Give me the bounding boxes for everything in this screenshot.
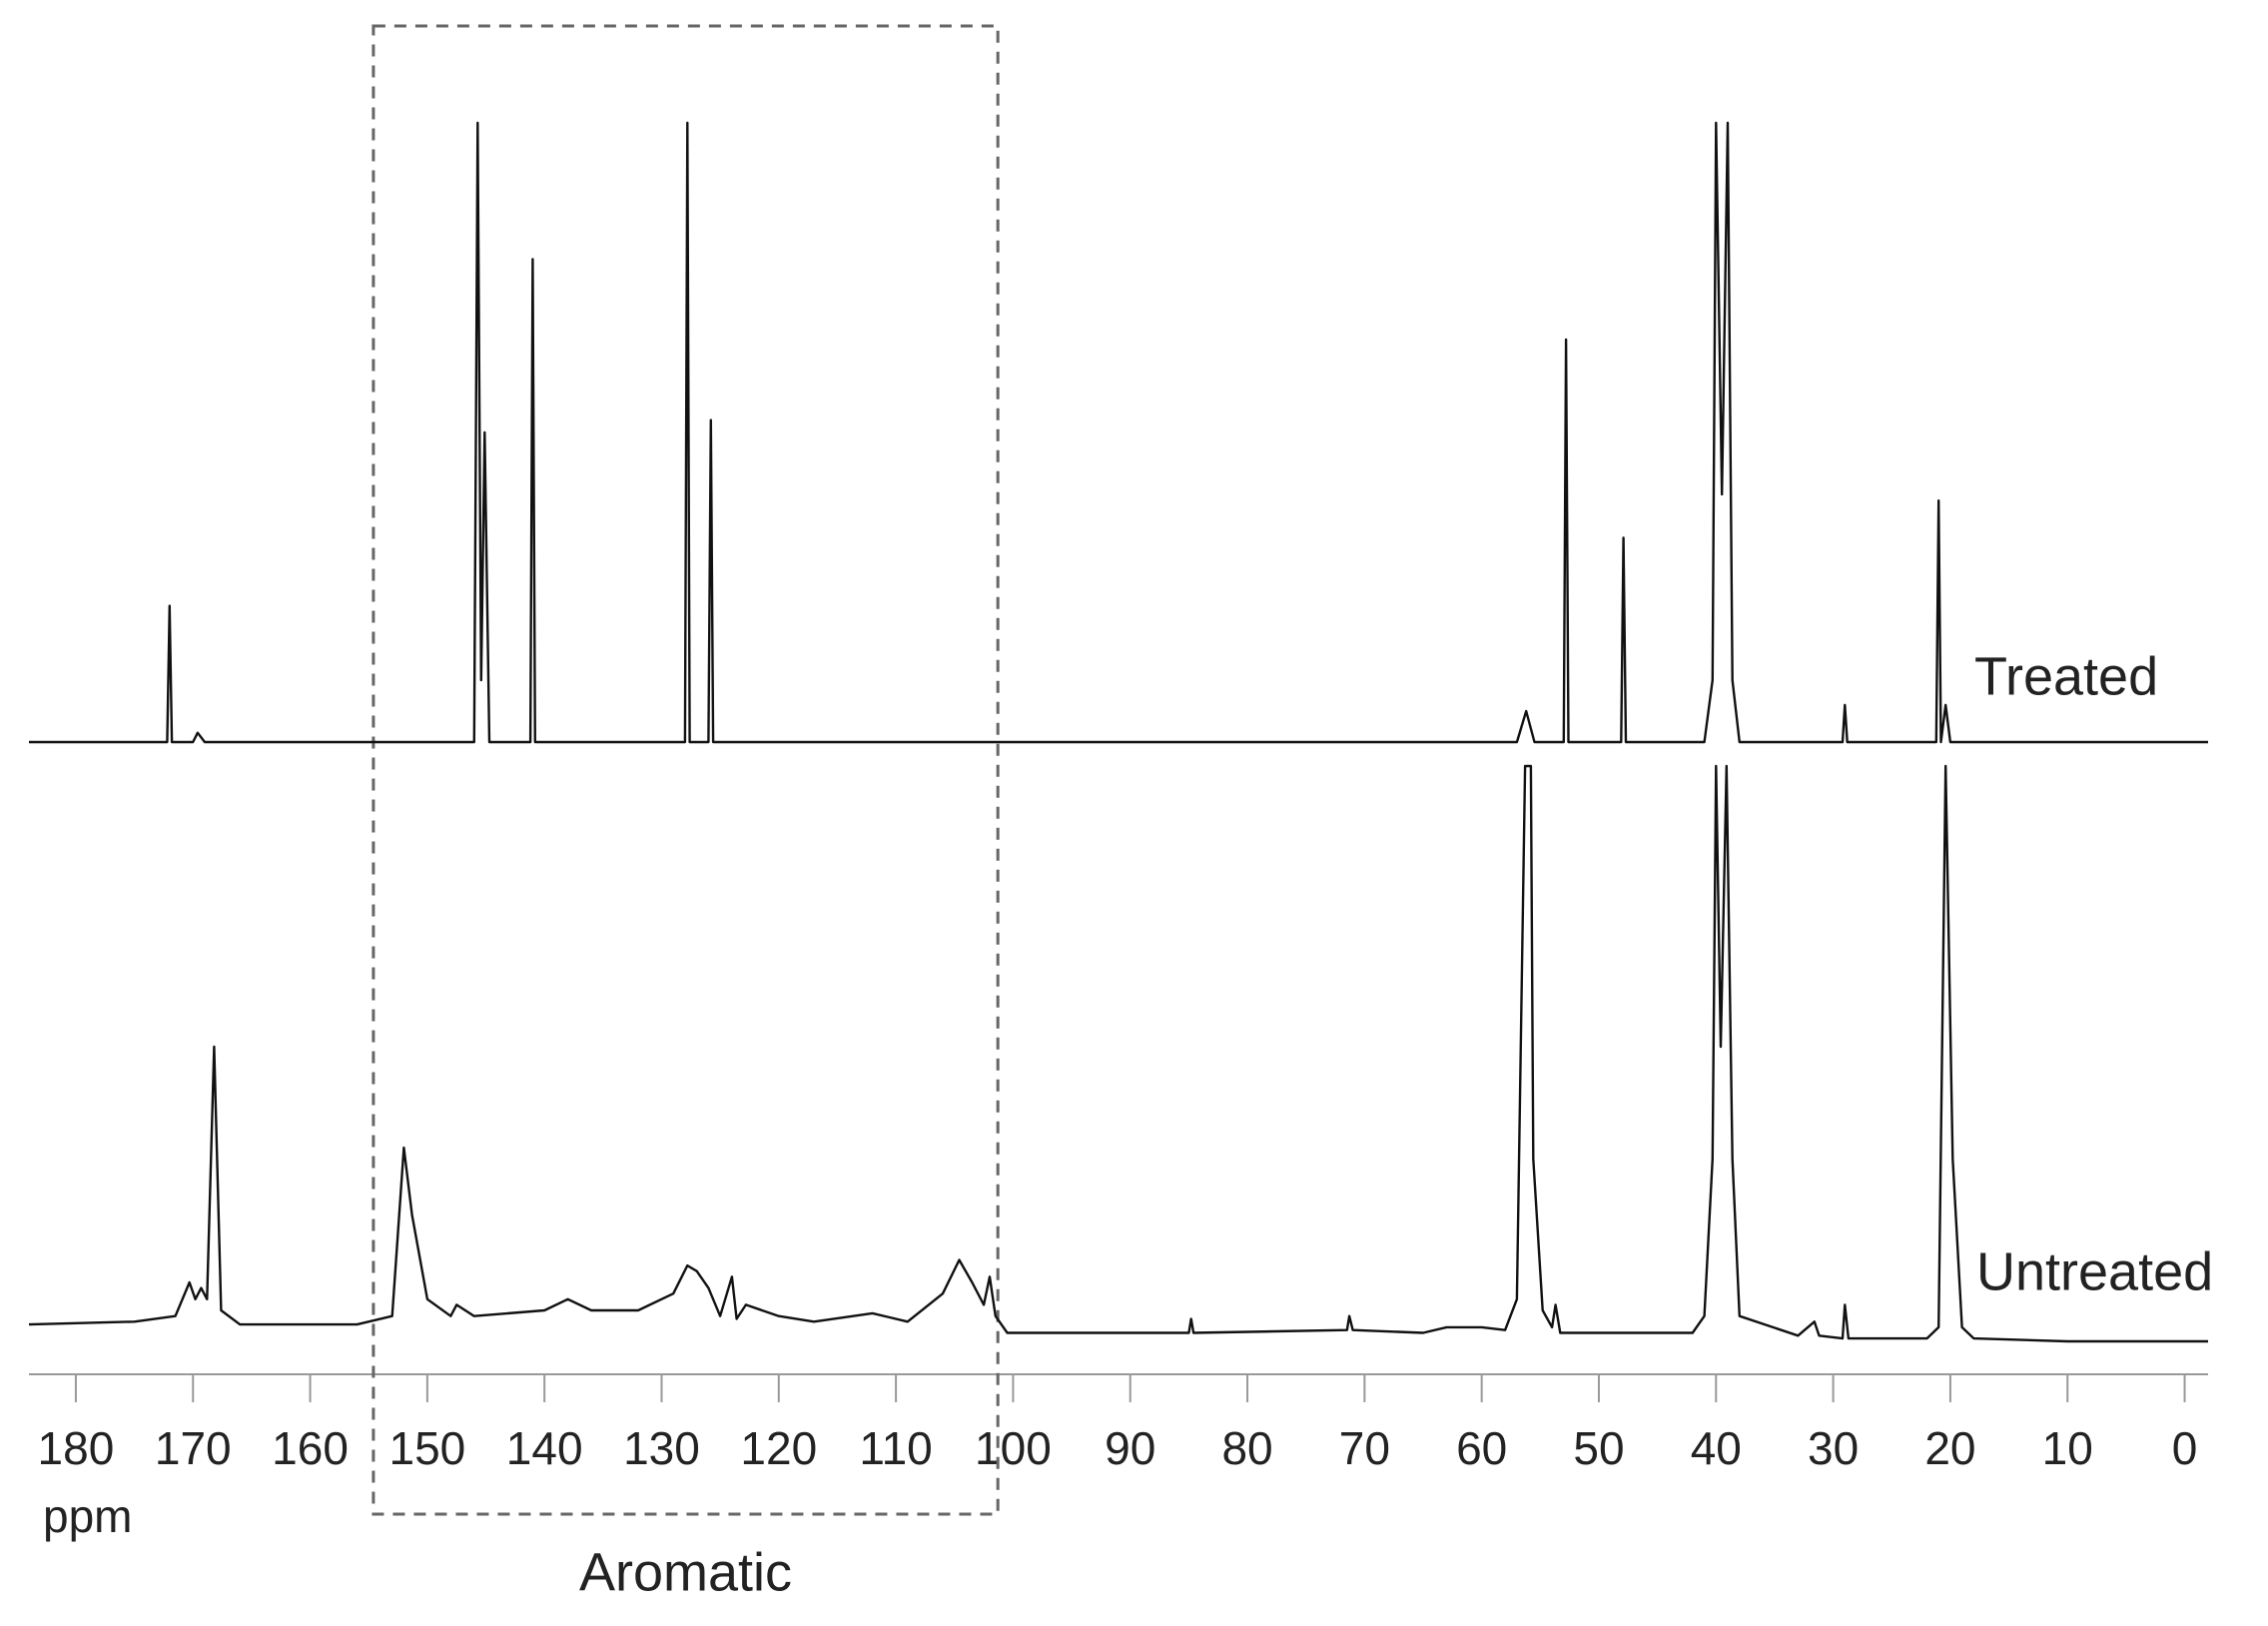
annotation: Aromatic: [579, 1542, 792, 1602]
x-tick-label: 80: [1221, 1422, 1272, 1474]
region-box: [372, 24, 1000, 1516]
x-tick-label: 150: [388, 1422, 465, 1474]
series-label: Untreated: [1976, 1241, 2213, 1301]
x-tick-label: 20: [1924, 1422, 1975, 1474]
x-tick-label: 120: [740, 1422, 817, 1474]
x-tick-label: 100: [975, 1422, 1052, 1474]
x-tick-label: 70: [1339, 1422, 1390, 1474]
series-label: Treated: [1974, 646, 2158, 706]
x-tick-label: 30: [1808, 1422, 1859, 1474]
x-axis-label: ppm: [43, 1490, 132, 1542]
x-tick-label: 90: [1105, 1422, 1155, 1474]
x-tick-label: 110: [859, 1422, 932, 1474]
x-tick-label: 60: [1456, 1422, 1507, 1474]
x-tick-label: 0: [2172, 1422, 2198, 1474]
spectrum-line: [28, 764, 2208, 1343]
x-tick-label: 140: [506, 1422, 583, 1474]
x-tick-label: 50: [1573, 1422, 1624, 1474]
x-tick-label: 170: [155, 1422, 232, 1474]
x-tick-label: 10: [2042, 1422, 2093, 1474]
x-tick-label: 130: [623, 1422, 700, 1474]
x-tick-label: 180: [38, 1422, 115, 1474]
x-tick-label: 160: [272, 1422, 349, 1474]
x-tick-label: 40: [1691, 1422, 1742, 1474]
spectrum-line: [29, 121, 2208, 744]
